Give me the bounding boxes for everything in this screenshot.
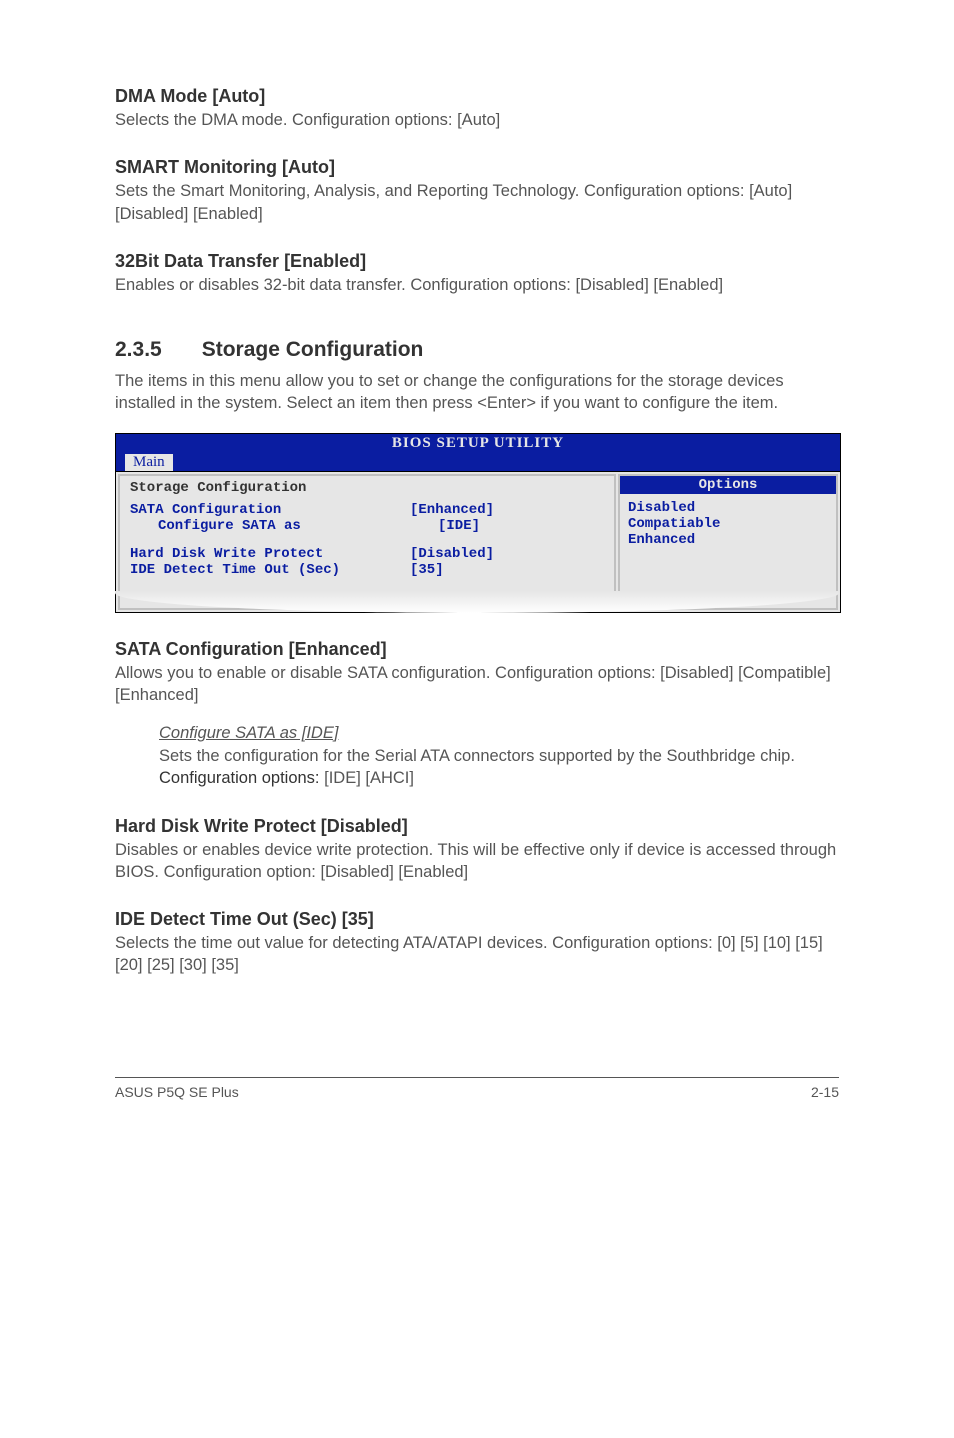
configure-sata-as-body-post: [IDE] [AHCI]: [324, 769, 414, 787]
bios-value: [Disabled]: [410, 546, 494, 562]
bios-main-tab[interactable]: Main: [124, 453, 174, 471]
footer-right: 2-15: [811, 1084, 839, 1100]
bios-options-header: Options: [620, 476, 836, 494]
hd-write-protect-body: Disables or enables device write protect…: [115, 839, 839, 884]
bios-row-spacer: [130, 534, 604, 546]
dma-mode-title: DMA Mode [Auto]: [115, 86, 839, 107]
bios-screenshot: BIOS SETUP UTILITY Main Storage Configur…: [115, 433, 839, 613]
sata-config-body: Allows you to enable or disable SATA con…: [115, 662, 839, 707]
footer-left: ASUS P5Q SE Plus: [115, 1084, 239, 1100]
32bit-transfer-body: Enables or disables 32-bit data transfer…: [115, 274, 839, 296]
page-footer: ASUS P5Q SE Plus 2-15: [115, 1077, 839, 1100]
smart-monitoring-title: SMART Monitoring [Auto]: [115, 157, 839, 178]
configure-sata-as-body: Sets the configuration for the Serial AT…: [159, 745, 839, 790]
ide-detect-title: IDE Detect Time Out (Sec) [35]: [115, 909, 839, 930]
bios-label: Hard Disk Write Protect: [130, 546, 410, 562]
bios-row-ide-detect[interactable]: IDE Detect Time Out (Sec) [35]: [130, 562, 604, 578]
bios-value: [Enhanced]: [410, 502, 494, 518]
ide-detect-body: Selects the time out value for detecting…: [115, 932, 839, 977]
storage-config-body: The items in this menu allow you to set …: [115, 370, 839, 415]
bios-label: IDE Detect Time Out (Sec): [130, 562, 410, 578]
storage-config-number: 2.3.5: [115, 338, 162, 362]
storage-config-heading: 2.3.5 Storage Configuration: [115, 338, 839, 362]
bios-tab-row: Main: [116, 453, 840, 471]
configure-sata-as-body-bold: Configuration options:: [159, 769, 324, 787]
bios-option-disabled[interactable]: Disabled: [628, 500, 828, 516]
bios-value: [35]: [410, 562, 444, 578]
bios-label: SATA Configuration: [130, 502, 410, 518]
dma-mode-body: Selects the DMA mode. Configuration opti…: [115, 109, 839, 131]
bios-left-panel: Storage Configuration SATA Configuration…: [118, 474, 616, 610]
bios-row-hd-write-protect[interactable]: Hard Disk Write Protect [Disabled]: [130, 546, 604, 562]
sata-config-title: SATA Configuration [Enhanced]: [115, 639, 839, 660]
32bit-transfer-title: 32Bit Data Transfer [Enabled]: [115, 251, 839, 272]
bios-label: Configure SATA as: [130, 518, 438, 534]
bios-value: [IDE]: [438, 518, 480, 534]
bios-panel-title: Storage Configuration: [130, 480, 604, 496]
smart-monitoring-body: Sets the Smart Monitoring, Analysis, and…: [115, 180, 839, 225]
bios-utility-title: BIOS SETUP UTILITY: [116, 434, 840, 453]
bios-option-enhanced[interactable]: Enhanced: [628, 532, 828, 548]
bios-row-sata-config[interactable]: SATA Configuration [Enhanced]: [130, 502, 604, 518]
configure-sata-as-body-pre: Sets the configuration for the Serial AT…: [159, 747, 795, 765]
storage-config-title: Storage Configuration: [202, 338, 424, 362]
bios-option-compatible[interactable]: Compatiable: [628, 516, 828, 532]
configure-sata-as-title: Configure SATA as [IDE]: [159, 724, 839, 743]
hd-write-protect-title: Hard Disk Write Protect [Disabled]: [115, 816, 839, 837]
bios-right-panel: Options Disabled Compatiable Enhanced: [618, 474, 838, 610]
bios-row-configure-sata-as[interactable]: Configure SATA as [IDE]: [130, 518, 604, 534]
